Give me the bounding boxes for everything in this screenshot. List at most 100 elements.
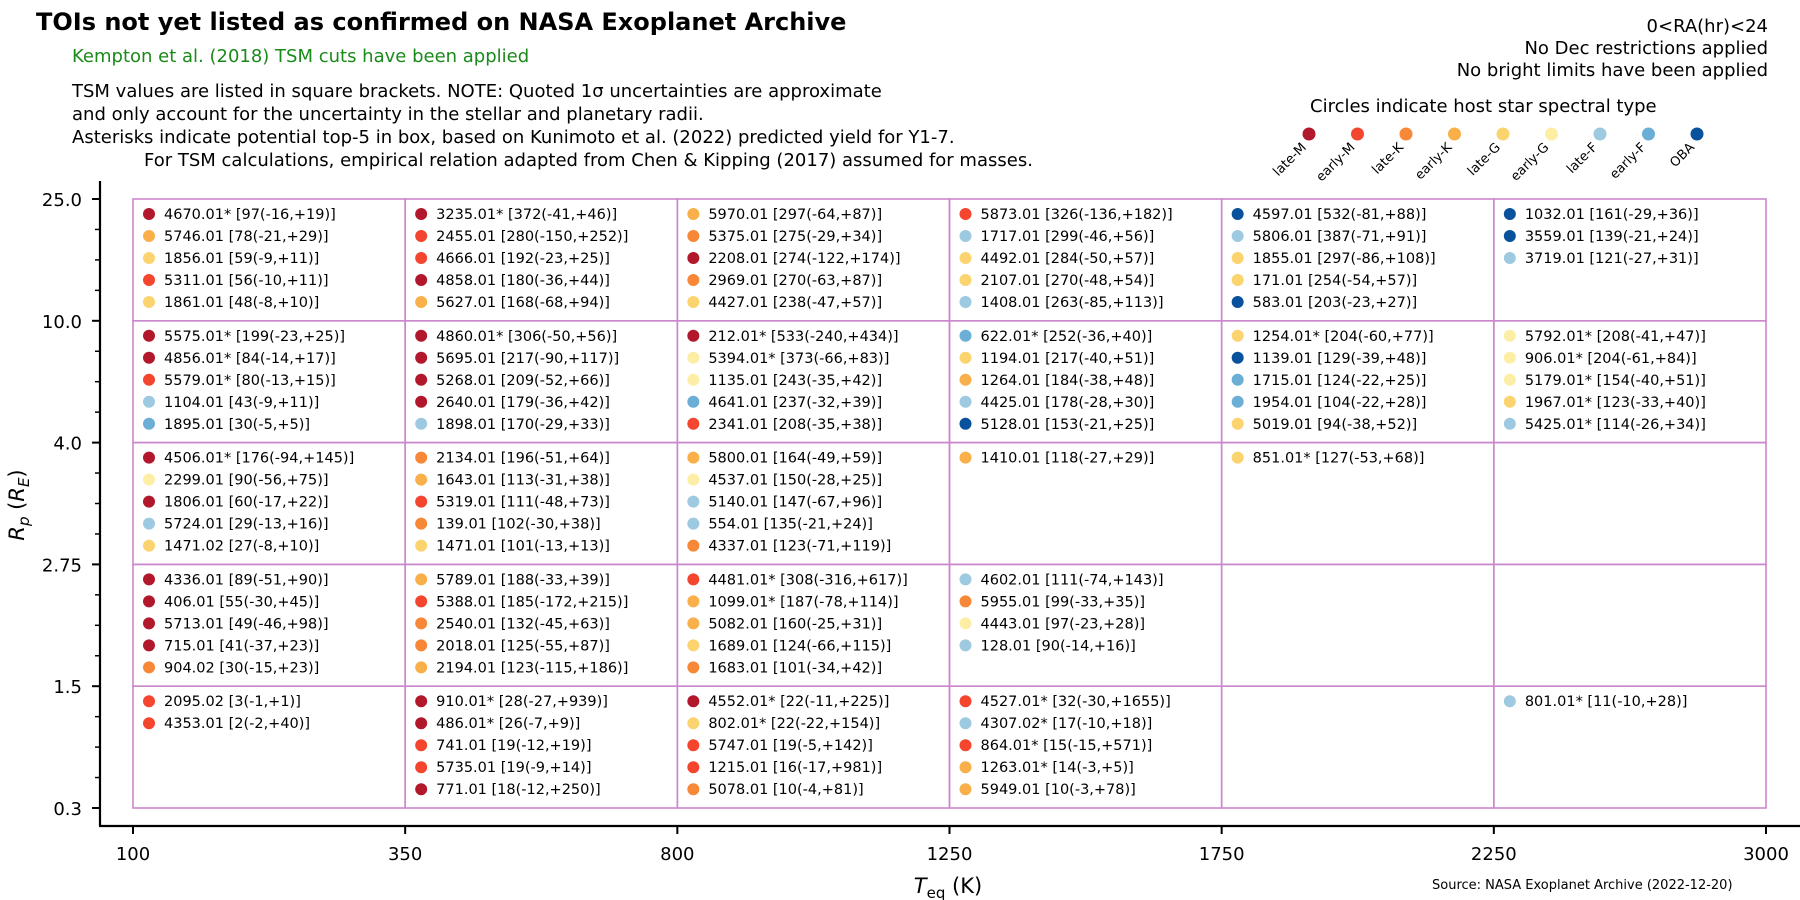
toi-marker [415, 639, 428, 652]
toi-marker [415, 329, 428, 342]
toi-label: 3719.01 [121(-27,+31)] [1525, 251, 1699, 267]
toi-marker [415, 395, 428, 408]
toi-marker [687, 573, 700, 586]
toi-marker [959, 695, 972, 708]
y-axis-label: Rp (RE) [5, 469, 33, 540]
toi-marker [959, 595, 972, 608]
toi-marker [415, 373, 428, 386]
y-tick-label: 0.3 [53, 799, 82, 820]
toi-marker [959, 573, 972, 586]
toi-marker [959, 761, 972, 774]
toi-marker [1503, 395, 1516, 408]
toi-marker [415, 717, 428, 730]
note-line-1: TSM values are listed in square brackets… [72, 81, 882, 102]
toi-label: 5425.01* [114(-26,+34)] [1525, 417, 1706, 433]
toi-label: 1104.01 [43(-9,+11)] [164, 395, 319, 411]
y-tick-label: 10.0 [42, 312, 82, 333]
toi-label: 1139.01 [129(-39,+48)] [1253, 351, 1427, 367]
toi-label: 2341.01 [208(-35,+38)] [708, 417, 882, 433]
toi-marker [415, 517, 428, 530]
grid-box [1493, 441, 1767, 566]
legend-label-late-G: late-G [1465, 140, 1504, 179]
toi-marker [415, 539, 428, 552]
toi-marker [143, 252, 155, 264]
x-tick-label: 1250 [927, 844, 973, 865]
toi-marker [143, 296, 155, 308]
toi-label: 5955.01 [99(-33,+35)] [981, 594, 1146, 610]
toi-marker [1231, 208, 1244, 220]
toi-marker [415, 595, 428, 608]
toi-label: 5789.01 [188(-33,+39)] [436, 572, 610, 588]
toi-label: 4353.01 [2(-2,+40)] [164, 716, 310, 732]
toi-marker [687, 495, 700, 508]
toi-marker [1231, 329, 1244, 342]
toi-label: 5806.01 [387(-71,+91)] [1253, 229, 1427, 245]
toi-label: 5140.01 [147(-67,+96)] [708, 495, 882, 511]
toi-label: 1895.01 [30(-5,+5)] [164, 417, 310, 433]
y-tick-label: 4.0 [53, 434, 82, 455]
toi-marker [959, 639, 972, 652]
x-axis-label: Teq (K) [914, 874, 982, 900]
toi-label: 1032.01 [161(-29,+36)] [1525, 207, 1699, 223]
toi-label: 1856.01 [59(-9,+11)] [164, 251, 319, 267]
toi-marker [143, 208, 155, 220]
legend-marker-late-K [1399, 127, 1413, 141]
legend-label-late-K: late-K [1369, 140, 1407, 178]
toi-marker [687, 230, 700, 242]
toi-label: 1408.01 [263(-85,+113)] [981, 295, 1164, 311]
toi-label: 5575.01* [199(-23,+25)] [164, 329, 345, 345]
toi-label: 5319.01 [111(-48,+73)] [436, 495, 610, 511]
grid-box [1220, 563, 1495, 688]
toi-label: 5949.01 [10(-3,+78)] [981, 782, 1136, 798]
toi-marker [143, 617, 155, 630]
toi-marker [1503, 208, 1516, 220]
y-tick-label: 2.75 [42, 555, 82, 576]
toi-label: 1855.01 [297(-86,+108)] [1253, 251, 1436, 267]
toi-label: 4860.01* [306(-50,+56)] [436, 329, 617, 345]
toi-marker [959, 296, 972, 308]
toi-label: 1215.01 [16(-17,+981)] [708, 760, 882, 776]
toi-label: 2095.02 [3(-1,+1)] [164, 694, 301, 710]
toi-marker [143, 274, 155, 286]
toi-label: 5394.01* [373(-66,+83)] [708, 351, 889, 367]
toi-label: 5179.01* [154(-40,+51)] [1525, 373, 1706, 389]
toi-marker [1231, 274, 1244, 286]
toi-label: 5724.01 [29(-13,+16)] [164, 517, 329, 533]
toi-marker [1231, 417, 1244, 430]
toi-marker [143, 373, 155, 386]
toi-label: 1263.01* [14(-3,+5)] [981, 760, 1134, 776]
toi-label: 4336.01 [89(-51,+90)] [164, 572, 329, 588]
toi-marker [415, 252, 428, 264]
toi-marker [415, 739, 428, 752]
toi-marker [143, 451, 155, 464]
chart-title: TOIs not yet listed as confirmed on NASA… [36, 8, 847, 36]
grid-box [1220, 685, 1495, 809]
toi-label: 1643.01 [113(-31,+38)] [436, 473, 610, 489]
toi-label: 4602.01 [111(-74,+143)] [981, 572, 1164, 588]
toi-marker [1503, 417, 1516, 430]
toi-marker [687, 739, 700, 752]
toi-marker [959, 783, 972, 796]
toi-label: 5082.01 [160(-25,+31)] [708, 616, 882, 632]
toi-label: 715.01 [41(-37,+23)] [164, 638, 319, 654]
toi-label: 171.01 [254(-54,+57)] [1253, 273, 1418, 289]
legend-marker-early-K [1448, 127, 1461, 141]
legend-label-OBA: OBA [1667, 140, 1698, 171]
toi-label: 5735.01 [19(-9,+14)] [436, 760, 591, 776]
toi-label: 2455.01 [280(-150,+252)] [436, 229, 628, 245]
toi-label: 5019.01 [94(-38,+52)] [1253, 417, 1418, 433]
toi-marker [143, 473, 155, 486]
toi-marker [143, 695, 155, 708]
toi-marker [415, 230, 428, 242]
toi-label: 4337.01 [123(-71,+119)] [708, 539, 891, 555]
toi-label: 4856.01* [84(-14,+17)] [164, 351, 336, 367]
toi-marker [687, 373, 700, 386]
toi-marker [1503, 351, 1516, 364]
toi-marker [687, 451, 700, 464]
toi-label: 904.02 [30(-15,+23)] [164, 660, 319, 676]
x-tick-label: 800 [660, 844, 694, 865]
toi-marker [143, 517, 155, 530]
toi-marker [415, 761, 428, 774]
toi-label: 910.01* [28(-27,+939)] [436, 694, 608, 710]
legend-title: Circles indicate host star spectral type [1310, 96, 1657, 117]
